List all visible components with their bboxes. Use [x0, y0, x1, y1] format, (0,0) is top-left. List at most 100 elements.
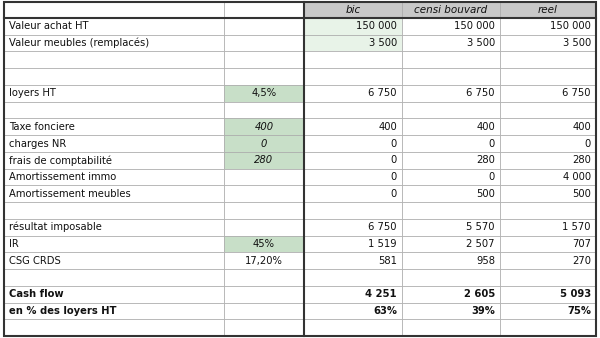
Bar — [402, 152, 500, 169]
Text: Amortissement meubles: Amortissement meubles — [9, 189, 131, 199]
Text: frais de comptabilité: frais de comptabilité — [9, 155, 112, 166]
Text: 500: 500 — [476, 189, 495, 199]
Bar — [402, 18, 500, 35]
Text: 400: 400 — [476, 122, 495, 132]
Bar — [402, 303, 500, 319]
Bar — [224, 286, 304, 303]
Text: Valeur achat HT: Valeur achat HT — [9, 21, 89, 31]
Bar — [224, 51, 304, 68]
Bar — [500, 18, 596, 35]
Bar — [224, 2, 304, 18]
Bar — [500, 185, 596, 202]
Text: Amortissement immo: Amortissement immo — [9, 172, 116, 182]
Bar — [224, 236, 304, 252]
Bar — [500, 236, 596, 252]
Bar — [500, 68, 596, 85]
Text: 3 500: 3 500 — [369, 38, 397, 48]
Bar — [402, 252, 500, 269]
Bar — [224, 152, 304, 169]
Text: 4,5%: 4,5% — [251, 88, 277, 98]
Bar — [402, 202, 500, 219]
Text: 0: 0 — [391, 155, 397, 165]
Bar — [500, 102, 596, 118]
Bar — [224, 18, 304, 35]
Text: 0: 0 — [585, 139, 591, 148]
Bar — [402, 135, 500, 152]
Bar — [304, 219, 402, 236]
Text: Valeur meubles (remplacés): Valeur meubles (remplacés) — [9, 38, 149, 48]
Bar — [304, 135, 402, 152]
Bar — [224, 319, 304, 336]
Text: 707: 707 — [572, 239, 591, 249]
Bar — [304, 68, 402, 85]
Bar — [304, 152, 402, 169]
Bar — [500, 85, 596, 102]
Text: 280: 280 — [476, 155, 495, 165]
Bar — [304, 236, 402, 252]
Bar — [4, 185, 224, 202]
Text: 400: 400 — [572, 122, 591, 132]
Text: 581: 581 — [378, 256, 397, 266]
Bar — [4, 303, 224, 319]
Text: 6 750: 6 750 — [563, 88, 591, 98]
Text: résultat imposable: résultat imposable — [9, 222, 102, 233]
Bar — [4, 202, 224, 219]
Text: 3 500: 3 500 — [467, 38, 495, 48]
Text: 3 500: 3 500 — [563, 38, 591, 48]
Bar — [402, 185, 500, 202]
Bar — [304, 286, 402, 303]
Bar — [4, 219, 224, 236]
Bar — [224, 202, 304, 219]
Bar — [4, 236, 224, 252]
Text: 4 251: 4 251 — [365, 289, 397, 299]
Text: 400: 400 — [254, 122, 274, 132]
Bar — [402, 286, 500, 303]
Bar — [500, 286, 596, 303]
Text: 5 570: 5 570 — [467, 222, 495, 232]
Text: loyers HT: loyers HT — [9, 88, 56, 98]
Bar — [224, 185, 304, 202]
Text: censi bouvard: censi bouvard — [415, 5, 488, 15]
Bar — [224, 102, 304, 118]
Bar — [304, 303, 402, 319]
Bar — [4, 286, 224, 303]
Bar — [4, 68, 224, 85]
Text: 39%: 39% — [471, 306, 495, 316]
Bar — [4, 35, 224, 51]
Bar — [304, 202, 402, 219]
Bar — [402, 118, 500, 135]
Bar — [500, 269, 596, 286]
Bar — [4, 51, 224, 68]
Bar — [224, 252, 304, 269]
Bar — [402, 102, 500, 118]
Bar — [402, 219, 500, 236]
Bar — [304, 102, 402, 118]
Bar — [304, 85, 402, 102]
Bar — [4, 169, 224, 185]
Bar — [500, 2, 596, 18]
Bar — [304, 319, 402, 336]
Text: 150 000: 150 000 — [454, 21, 495, 31]
Bar — [402, 269, 500, 286]
Bar — [304, 169, 402, 185]
Bar — [402, 51, 500, 68]
Text: Taxe fonciere: Taxe fonciere — [9, 122, 75, 132]
Bar — [304, 51, 402, 68]
Bar — [4, 135, 224, 152]
Text: 958: 958 — [476, 256, 495, 266]
Text: 2 507: 2 507 — [467, 239, 495, 249]
Text: 0: 0 — [489, 139, 495, 148]
Bar — [500, 35, 596, 51]
Text: 280: 280 — [254, 155, 274, 165]
Bar — [402, 169, 500, 185]
Text: 6 750: 6 750 — [368, 222, 397, 232]
Text: 4 000: 4 000 — [563, 172, 591, 182]
Bar — [402, 68, 500, 85]
Text: 1 519: 1 519 — [368, 239, 397, 249]
Bar — [500, 202, 596, 219]
Text: reel: reel — [538, 5, 558, 15]
Text: 0: 0 — [489, 172, 495, 182]
Text: CSG CRDS: CSG CRDS — [9, 256, 61, 266]
Text: 150 000: 150 000 — [550, 21, 591, 31]
Bar — [402, 35, 500, 51]
